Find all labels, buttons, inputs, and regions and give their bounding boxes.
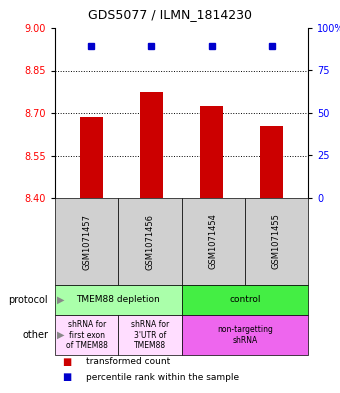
Text: TMEM88 depletion: TMEM88 depletion [76,296,160,305]
Text: ■: ■ [62,357,71,367]
Bar [80,117,103,198]
Bar [118,315,182,355]
Bar [245,198,308,285]
Bar [140,92,163,198]
Text: control: control [229,296,260,305]
Text: GSM1071454: GSM1071454 [209,213,218,270]
Bar [260,126,283,198]
Bar [55,198,118,285]
Text: transformed count: transformed count [86,358,170,367]
Text: non-targetting
shRNA: non-targetting shRNA [217,325,273,345]
Text: other: other [22,330,48,340]
Bar [200,106,223,198]
Bar [182,198,245,285]
Bar [182,285,308,315]
Text: shRNA for
first exon
of TMEM88: shRNA for first exon of TMEM88 [66,320,107,350]
Text: shRNA for
3'UTR of
TMEM88: shRNA for 3'UTR of TMEM88 [131,320,169,350]
Text: ▶: ▶ [57,330,64,340]
Bar [55,285,182,315]
Text: protocol: protocol [8,295,48,305]
Text: GDS5077 / ILMN_1814230: GDS5077 / ILMN_1814230 [88,8,252,21]
Text: percentile rank within the sample: percentile rank within the sample [86,373,239,382]
Text: ■: ■ [62,372,71,382]
Bar [118,198,182,285]
Text: GSM1071456: GSM1071456 [146,213,154,270]
Text: ▶: ▶ [57,295,64,305]
Text: GSM1071455: GSM1071455 [272,213,281,270]
Bar [55,315,118,355]
Text: GSM1071457: GSM1071457 [82,213,91,270]
Bar [182,315,308,355]
